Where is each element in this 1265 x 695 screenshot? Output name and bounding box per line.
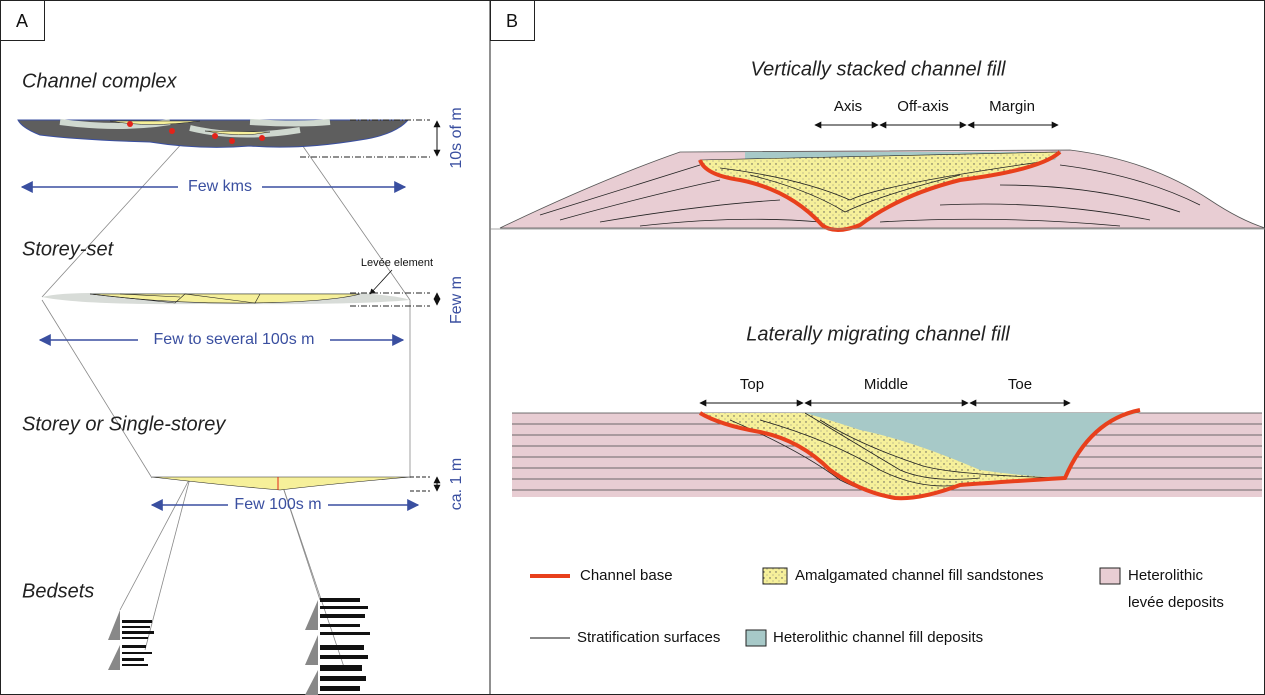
panel-label: A [16,11,28,31]
legend: Channel base Amalgamated channel fill sa… [530,567,1224,646]
legend-label: levée deposits [1128,594,1224,611]
legend-label: Heterolithic channel fill deposits [773,629,983,646]
panel-a: Channel complex 10s of m Few kms Storey-… [18,70,465,695]
zone-label: Axis [834,98,862,115]
zone-label: Margin [989,98,1035,115]
legend-label: Channel base [580,567,673,584]
thickness-label: Few m [448,276,465,324]
diagram-title: Vertically stacked channel fill [751,58,1006,80]
zone-label: Top [740,376,764,393]
legend-swatch [763,568,787,584]
legend-label: Heterolithic [1128,567,1204,584]
panel-label: B [506,11,518,31]
level-title: Storey-set [22,238,115,260]
thickness-label: ca. 1 m [448,458,465,510]
storey [152,477,410,490]
legend-label: Stratification surfaces [577,629,720,646]
level-title: Storey or Single-storey [22,413,226,435]
zone-label: Middle [864,376,908,393]
legend-swatch [1100,568,1120,584]
width-label: Few to several 100s m [154,331,315,348]
thickness-label: 10s of m [448,107,465,168]
level-title: Bedsets [22,580,94,602]
width-label: Few kms [188,178,252,195]
legend-label: Amalgamated channel fill sandstones [795,567,1043,584]
zone-label: Toe [1008,376,1032,393]
bedset-log [108,598,370,695]
panel-b: Vertically stacked channel fill Axis Off… [490,58,1265,646]
diagram-title: Laterally migrating channel fill [746,323,1010,345]
level-title: Channel complex [22,70,178,92]
legend-swatch [746,630,766,646]
figure: A B Channel complex 10s of m Few kms Sto… [0,0,1265,695]
annotation: Levée element [361,257,433,269]
width-label: Few 100s m [234,496,321,513]
zone-label: Off-axis [897,98,948,115]
zoom-lines [42,140,410,670]
